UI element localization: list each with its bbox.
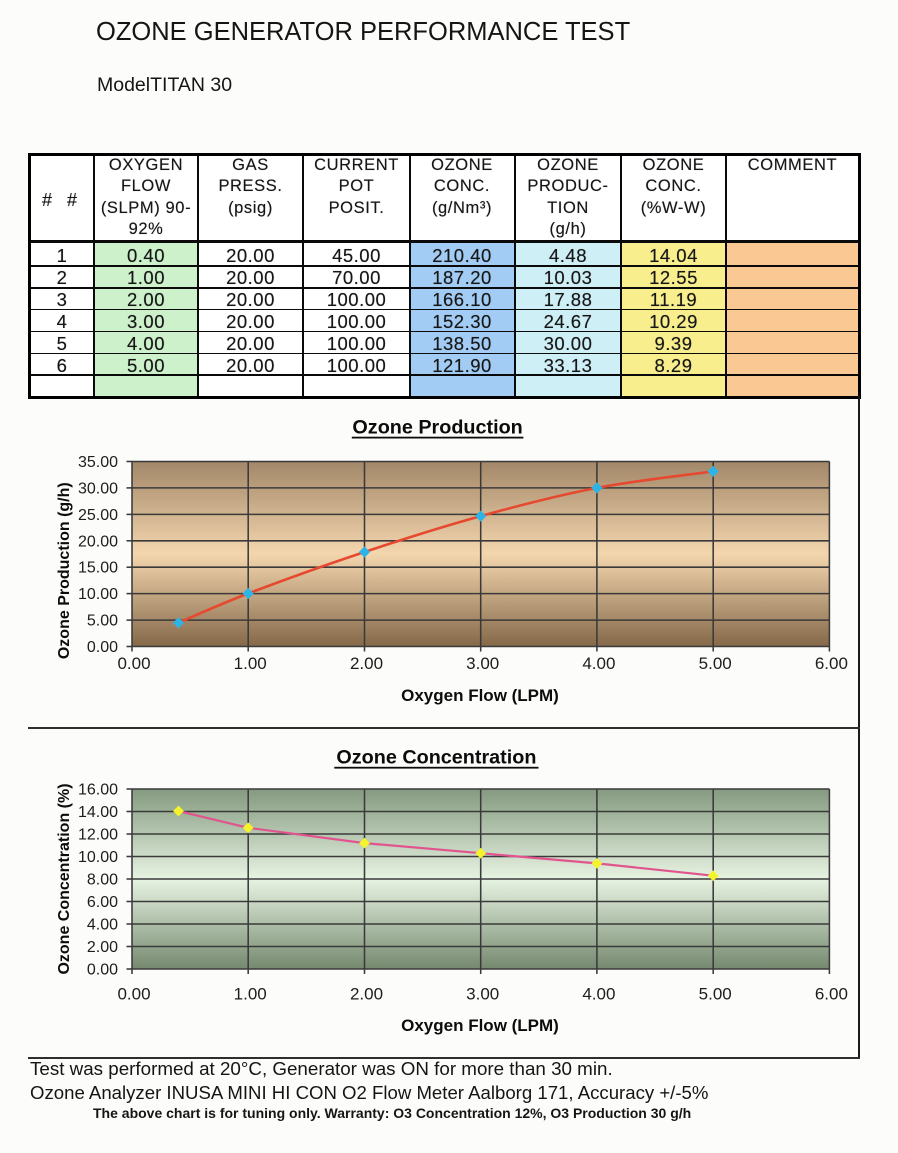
svg-text:Ozone Production: Ozone Production bbox=[352, 416, 522, 438]
svg-text:16.00: 16.00 bbox=[78, 782, 118, 799]
svg-text:Oxygen Flow (LPM): Oxygen Flow (LPM) bbox=[401, 1016, 559, 1035]
svg-text:14.00: 14.00 bbox=[78, 804, 118, 821]
svg-text:1.00: 1.00 bbox=[234, 985, 267, 1004]
svg-text:0.00: 0.00 bbox=[87, 639, 118, 656]
svg-text:Ozone Concentration: Ozone Concentration bbox=[336, 747, 536, 769]
svg-text:20.00: 20.00 bbox=[78, 533, 118, 550]
svg-text:4.00: 4.00 bbox=[87, 917, 118, 934]
svg-text:3.00: 3.00 bbox=[466, 985, 499, 1004]
svg-text:0.00: 0.00 bbox=[117, 654, 150, 673]
svg-text:8.00: 8.00 bbox=[87, 872, 118, 889]
svg-text:15.00: 15.00 bbox=[78, 560, 118, 577]
svg-text:4.00: 4.00 bbox=[582, 654, 615, 673]
svg-text:5.00: 5.00 bbox=[699, 654, 732, 673]
svg-text:6.00: 6.00 bbox=[87, 894, 118, 911]
svg-text:35.00: 35.00 bbox=[78, 454, 118, 471]
svg-text:2.00: 2.00 bbox=[87, 939, 118, 956]
svg-text:25.00: 25.00 bbox=[78, 507, 118, 524]
svg-text:10.00: 10.00 bbox=[78, 849, 118, 866]
svg-text:2.00: 2.00 bbox=[350, 985, 383, 1004]
svg-text:30.00: 30.00 bbox=[78, 480, 118, 497]
svg-text:1.00: 1.00 bbox=[234, 654, 267, 673]
svg-text:10.00: 10.00 bbox=[78, 586, 118, 603]
svg-text:Ozone Production (g/h): Ozone Production (g/h) bbox=[56, 482, 73, 659]
svg-text:0.00: 0.00 bbox=[117, 985, 150, 1004]
svg-text:6.00: 6.00 bbox=[815, 654, 848, 673]
svg-text:12.00: 12.00 bbox=[78, 827, 118, 844]
svg-text:2.00: 2.00 bbox=[350, 654, 383, 673]
svg-text:5.00: 5.00 bbox=[87, 613, 118, 630]
svg-text:Oxygen Flow (LPM): Oxygen Flow (LPM) bbox=[401, 686, 559, 705]
svg-text:0.00: 0.00 bbox=[87, 962, 118, 979]
svg-text:6.00: 6.00 bbox=[815, 985, 848, 1004]
svg-text:3.00: 3.00 bbox=[466, 654, 499, 673]
svg-text:4.00: 4.00 bbox=[582, 985, 615, 1004]
svg-text:5.00: 5.00 bbox=[699, 985, 732, 1004]
svg-text:Ozone Concentration (%): Ozone Concentration (%) bbox=[56, 783, 73, 974]
